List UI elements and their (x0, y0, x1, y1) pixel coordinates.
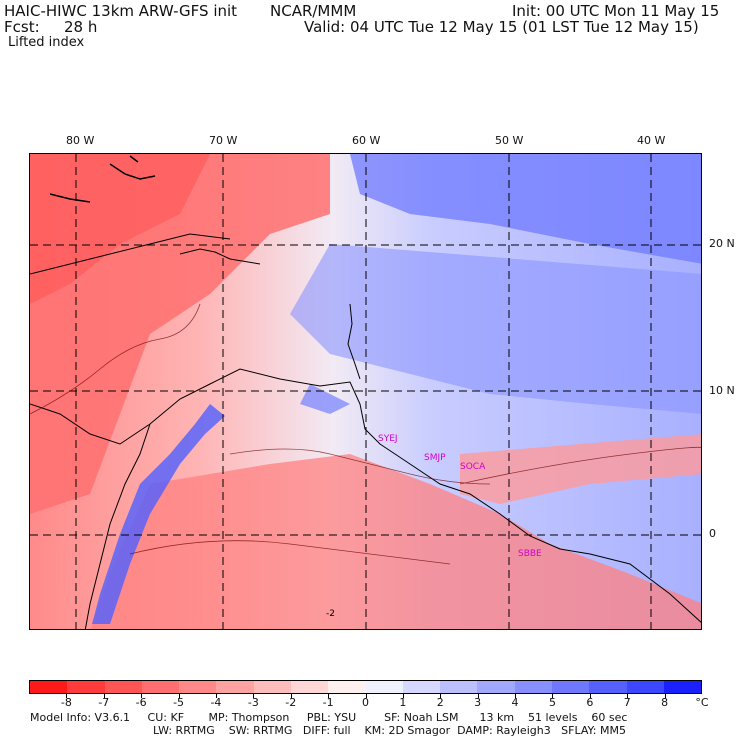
colorbar-tick (664, 694, 666, 698)
init-time: Init: 00 UTC Mon 11 May 15 (512, 2, 720, 20)
colorbar-tick (365, 694, 367, 698)
colorbar-swatch (30, 681, 68, 693)
colorbar-label: -1 (322, 696, 334, 709)
colorbar-swatch (440, 681, 478, 693)
colorbar-label: 0 (362, 696, 369, 709)
stable-band-north (350, 154, 701, 264)
station-sbbe: SBBE (518, 549, 542, 559)
model-title: HAIC-HIWC 13km ARW-GFS init (4, 2, 238, 20)
warm-streak-east (460, 434, 701, 504)
colorbar-swatch (141, 681, 180, 693)
colorbar-swatch (477, 681, 515, 693)
colorbar-swatch (179, 681, 217, 693)
colorbar-swatch (514, 681, 552, 693)
colorbar-tick (589, 694, 591, 698)
colorbar-label: 1 (399, 696, 407, 709)
model-info-line2: LW: RRTMG SW: RRTMG DIFF: full KM: 2D Sm… (153, 724, 626, 737)
colorbar-label: -6 (135, 696, 147, 709)
colorbar-unit: °C (695, 696, 709, 709)
colorbar-swatch (663, 681, 702, 693)
colorbar-tick (103, 694, 105, 698)
station-soca: SOCA (460, 462, 486, 472)
colorbar-tick (178, 694, 180, 698)
colorbar-swatch (216, 681, 254, 693)
warm-core-caribbean (30, 154, 210, 304)
colorbar-label: 6 (586, 696, 594, 709)
colorbar-swatch (290, 681, 329, 693)
lat-lon-grid (30, 154, 701, 629)
colorbar-label: -2 (285, 696, 297, 709)
lat-label-0: 0 (709, 527, 716, 540)
colorbar-swatch (626, 681, 664, 693)
coastlines (30, 233, 701, 629)
colorbar-label: 3 (474, 696, 482, 709)
colorbar-label: -8 (60, 696, 72, 709)
colorbar-swatch (253, 681, 291, 693)
colorbar-tick (253, 694, 255, 698)
lifted-index-map: SYEJ SMJP SOCA SBBE -2 (29, 153, 702, 630)
colorbar-tick (402, 694, 404, 698)
colorbar-swatch (589, 681, 627, 693)
colorbar-label: -5 (173, 696, 185, 709)
colorbar-tick (290, 694, 292, 698)
colorbar-label: 2 (436, 696, 444, 709)
colorbar-swatch (328, 681, 366, 693)
colorbar-tick (552, 694, 554, 698)
colorbar-label: 8 (661, 696, 669, 709)
station-syej: SYEJ (378, 434, 398, 444)
colorbar-label: 7 (623, 696, 631, 709)
org-label: NCAR/MMM (270, 2, 357, 20)
colorbar-tick (627, 694, 629, 698)
lon-label-80w: 80 W (66, 134, 95, 147)
colorbar-label: 4 (511, 696, 519, 709)
colorbar-tick (515, 694, 517, 698)
lat-label-10n: 10 N (709, 384, 735, 397)
lon-label-40w: 40 W (637, 134, 666, 147)
colorbar-tick (328, 694, 330, 698)
forecast-label: Fcst: (4, 18, 40, 36)
colorbar-swatch (402, 681, 441, 693)
valid-time: Valid: 04 UTC Tue 12 May 15 (01 LST Tue … (304, 18, 699, 36)
colorbar-label: -7 (98, 696, 110, 709)
lat-label-20n: 20 N (709, 237, 735, 250)
field-name: Lifted index (8, 35, 85, 50)
colorbar-label: 5 (548, 696, 556, 709)
colorbar (29, 680, 702, 694)
colorbar-swatch (365, 681, 403, 693)
colorbar-label: -3 (247, 696, 259, 709)
lon-label-50w: 50 W (495, 134, 524, 147)
forecast-hour: 28 h (64, 18, 98, 36)
colorbar-swatch (104, 681, 142, 693)
warm-zone-south-america (90, 454, 701, 629)
colorbar-tick (141, 694, 143, 698)
lon-label-70w: 70 W (209, 134, 238, 147)
contour-lines (30, 303, 701, 565)
colorbar-swatch (67, 681, 105, 693)
model-info-line1: Model Info: V3.6.1 CU: KF MP: Thompson P… (30, 711, 628, 724)
stable-spot-venezuela (300, 384, 350, 414)
stable-zone-central (290, 244, 701, 414)
colorbar-swatch (551, 681, 590, 693)
lon-label-60w: 60 W (352, 134, 381, 147)
colorbar-label: -4 (210, 696, 222, 709)
map-canvas: SYEJ SMJP SOCA SBBE -2 (30, 154, 701, 629)
stable-streak-andes (92, 404, 225, 624)
contour-value-label: -2 (326, 609, 335, 619)
colorbar-tick (440, 694, 442, 698)
caribbean-islands (49, 155, 156, 203)
station-smjp: SMJP (424, 453, 446, 463)
colorbar-tick (66, 694, 68, 698)
colorbar-tick (215, 694, 217, 698)
colorbar-tick (477, 694, 479, 698)
